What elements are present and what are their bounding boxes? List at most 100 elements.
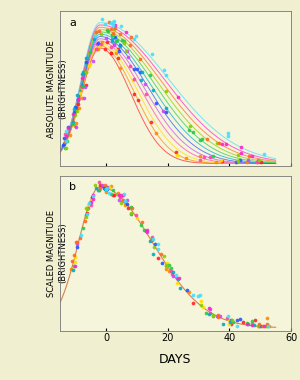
Point xyxy=(253,317,257,323)
Point xyxy=(79,85,84,91)
Point xyxy=(150,238,155,244)
Point xyxy=(97,187,101,193)
Point xyxy=(164,262,168,268)
Point xyxy=(69,266,74,272)
Point xyxy=(70,258,75,264)
Point xyxy=(114,47,119,53)
Point xyxy=(167,268,171,274)
Point xyxy=(84,69,89,75)
Point xyxy=(128,34,133,40)
Point xyxy=(155,241,160,247)
Point xyxy=(170,271,175,277)
Point xyxy=(74,120,79,126)
Point xyxy=(118,194,123,200)
Point xyxy=(154,100,159,106)
Point xyxy=(201,154,206,160)
Point xyxy=(103,182,107,188)
Point xyxy=(99,41,103,47)
Point xyxy=(217,140,221,146)
Point xyxy=(71,111,76,117)
Point xyxy=(63,144,68,150)
Point xyxy=(144,229,149,235)
Point xyxy=(265,321,270,327)
Point xyxy=(115,37,120,43)
Point xyxy=(151,236,156,242)
Point xyxy=(87,63,92,70)
Point xyxy=(118,43,122,49)
Point xyxy=(80,83,85,89)
Point xyxy=(259,159,264,165)
Point xyxy=(169,264,174,271)
Point xyxy=(110,30,115,36)
Point xyxy=(199,302,204,308)
Point xyxy=(121,191,126,197)
Point xyxy=(208,154,213,160)
Point xyxy=(95,46,100,52)
Point xyxy=(173,272,178,278)
Point xyxy=(238,316,242,322)
Point xyxy=(85,210,90,216)
Point xyxy=(250,320,254,326)
Point xyxy=(205,136,210,142)
Point xyxy=(74,105,79,111)
Point xyxy=(68,132,73,138)
Point xyxy=(80,71,84,77)
Point xyxy=(156,255,161,261)
Point xyxy=(83,212,88,218)
Point xyxy=(175,280,179,286)
Point xyxy=(198,157,203,163)
Point xyxy=(250,318,255,324)
Point xyxy=(126,54,131,60)
Point xyxy=(176,94,180,100)
Point xyxy=(184,287,189,293)
Point xyxy=(148,71,152,78)
Point xyxy=(197,137,202,143)
Point xyxy=(176,276,180,282)
Point xyxy=(82,84,87,90)
Point xyxy=(206,305,211,311)
Point xyxy=(177,275,182,281)
Point xyxy=(265,323,270,329)
Point xyxy=(152,244,157,250)
Point xyxy=(178,285,183,291)
Point xyxy=(256,323,261,329)
Point xyxy=(250,321,255,328)
Point xyxy=(239,150,244,157)
Point xyxy=(110,22,115,28)
Point xyxy=(70,121,75,127)
Point xyxy=(236,158,241,164)
Point xyxy=(73,123,78,129)
Point xyxy=(74,108,79,114)
Point xyxy=(111,32,116,38)
Point xyxy=(116,197,121,203)
Point xyxy=(216,312,220,318)
Point xyxy=(134,33,139,39)
Point xyxy=(125,48,130,54)
Point xyxy=(100,182,104,188)
Point xyxy=(240,319,245,325)
Point xyxy=(76,97,80,103)
Point xyxy=(98,31,103,37)
Point xyxy=(126,204,130,211)
Point xyxy=(90,192,95,198)
Point xyxy=(257,321,262,327)
Point xyxy=(154,130,159,136)
Point xyxy=(208,306,212,312)
Point xyxy=(77,105,82,111)
Point xyxy=(119,193,124,200)
Point xyxy=(211,313,215,319)
Point xyxy=(233,159,238,165)
Point xyxy=(72,259,77,265)
Point xyxy=(62,131,67,137)
Point xyxy=(84,59,89,65)
Point xyxy=(148,119,153,125)
Point xyxy=(113,25,118,32)
Point xyxy=(230,319,235,325)
Point xyxy=(229,321,234,327)
Point xyxy=(130,206,135,212)
Point xyxy=(190,292,195,298)
Point xyxy=(170,273,175,279)
Point xyxy=(106,190,111,196)
Point xyxy=(98,182,103,188)
Point xyxy=(117,192,122,198)
